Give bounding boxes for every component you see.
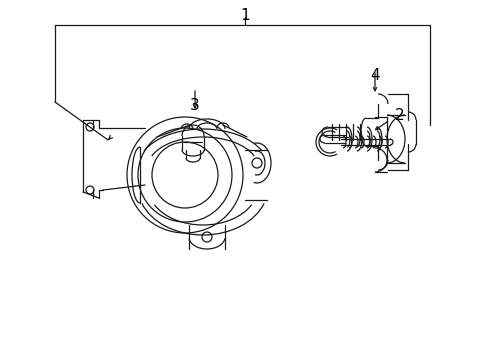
Text: 1: 1	[240, 8, 249, 23]
Text: 3: 3	[190, 98, 200, 112]
Text: 2: 2	[394, 108, 404, 122]
Text: 4: 4	[369, 68, 379, 82]
